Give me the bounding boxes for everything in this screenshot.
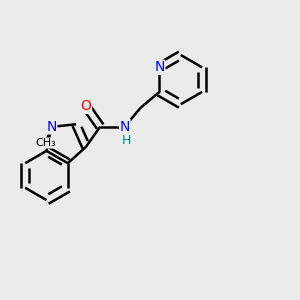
Text: H: H — [122, 134, 131, 147]
Text: N: N — [120, 120, 130, 134]
Text: N: N — [46, 120, 57, 134]
Text: N: N — [154, 60, 165, 74]
Text: CH₃: CH₃ — [35, 138, 56, 148]
Text: O: O — [81, 99, 92, 113]
